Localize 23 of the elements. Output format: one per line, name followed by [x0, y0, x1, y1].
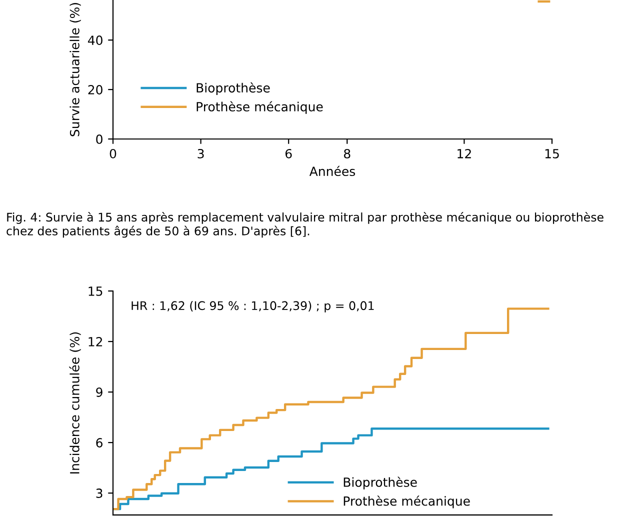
y-tick-label: 9 [96, 388, 102, 397]
y-tick-label: 6 [96, 438, 102, 448]
legend-label: Prothèse mécanique [196, 101, 323, 114]
x-tick-label: 8 [344, 148, 350, 158]
y-axis-title: Incidence cumulée (%) [69, 332, 81, 474]
x-tick-label: 0 [110, 148, 116, 158]
legend-label: Bioprothèse [196, 82, 270, 95]
y-tick-label: 3 [96, 488, 102, 498]
x-tick-label: 12 [458, 148, 471, 158]
x-tick-label: 6 [285, 148, 292, 158]
x-axis-title: Années [309, 166, 356, 176]
y-tick-label: 40 [88, 36, 102, 45]
caption: Fig. 4: Survie à 15 ans après remplacement valvulaire mitral par prothèse mécanique ou bioprothèse chez des patients âgés de 50 à 69 ans. D'après [6]. [6, 212, 604, 238]
legend-label: Prothèse mécanique [344, 496, 470, 508]
x-tick-label: 15 [545, 149, 559, 158]
y-tick-label: 15 [88, 286, 102, 296]
x-tick-label: 3 [198, 148, 204, 158]
legend-label: Bioprothèse [344, 476, 417, 490]
annotation: HR : 1,62 (IC 95 % : 1,10-2,39) ; p = 0,01 [132, 300, 374, 312]
y-tick-label: 0 [96, 134, 102, 144]
y-tick-label: 20 [88, 85, 102, 94]
y-axis-title: Survie actuarielle (%) [70, 3, 81, 136]
y-tick-label: 12 [88, 336, 102, 346]
